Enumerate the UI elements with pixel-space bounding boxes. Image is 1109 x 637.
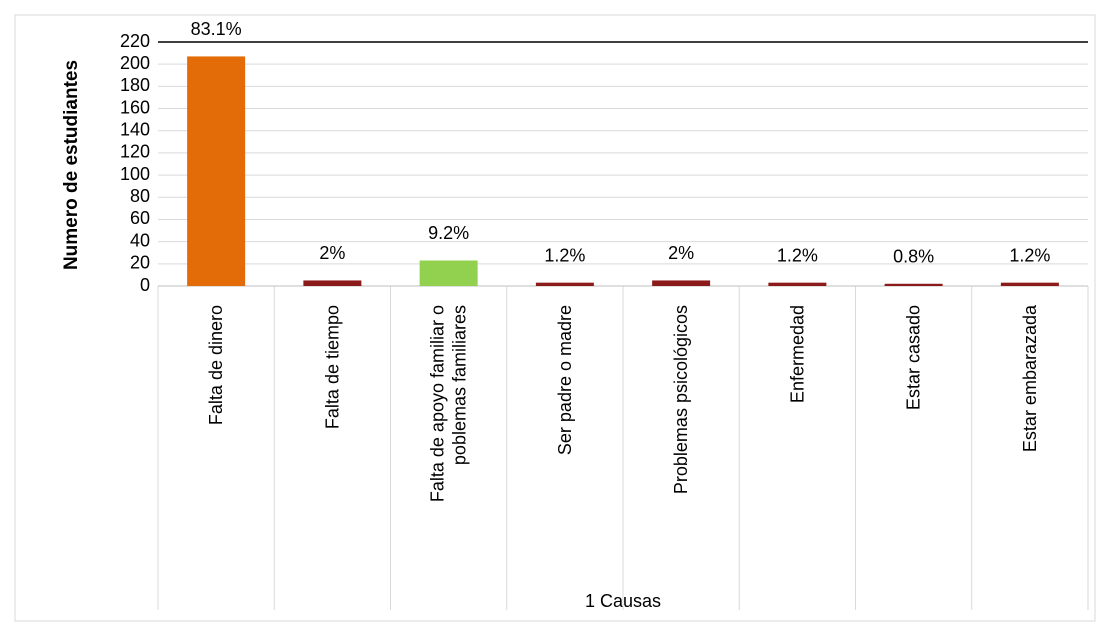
y-tick-label: 220 xyxy=(120,31,150,51)
x-tick-label: Estar casado xyxy=(904,305,924,410)
x-tick-label-line: Ser padre o madre xyxy=(555,305,575,455)
bar xyxy=(419,260,478,286)
x-tick-label-line: poblemas familiares xyxy=(450,305,470,465)
y-tick-label: 100 xyxy=(120,164,150,184)
data-label: 1.2% xyxy=(777,245,818,265)
y-tick-label: 40 xyxy=(130,230,150,250)
bar xyxy=(884,283,943,286)
y-tick-label: 80 xyxy=(130,186,150,206)
y-tick-label: 180 xyxy=(120,75,150,95)
x-tick-label-line: Falta de tiempo xyxy=(322,305,342,429)
x-tick-label-line: Enfermedad xyxy=(787,305,807,403)
x-tick-label-line: Estar casado xyxy=(904,305,924,410)
y-tick-label: 0 xyxy=(140,275,150,295)
x-tick-label: Estar embarazada xyxy=(1020,304,1040,452)
data-label: 83.1% xyxy=(191,19,242,39)
bar xyxy=(652,280,711,286)
data-label: 2% xyxy=(319,243,345,263)
bar xyxy=(768,282,827,286)
data-label: 1.2% xyxy=(1009,245,1050,265)
y-axis-title: Numero de estudiantes xyxy=(61,60,82,270)
x-tick-label: Falta de tiempo xyxy=(322,305,342,429)
y-tick-label: 160 xyxy=(120,97,150,117)
x-tick-label: Falta de apoyo familiar o poblemas famili… xyxy=(428,305,470,502)
x-tick-label-line: Falta de dinero xyxy=(206,305,226,425)
y-tick-label: 20 xyxy=(130,253,150,273)
x-tick-label: Falta de dinero xyxy=(206,305,226,425)
y-tick-label: 140 xyxy=(120,119,150,139)
data-label: 9.2% xyxy=(428,223,469,243)
x-tick-label-line: Problemas psicológicos xyxy=(671,305,691,494)
x-tick-label: Ser padre o madre xyxy=(555,305,575,455)
bar xyxy=(535,282,594,286)
y-tick-label: 60 xyxy=(130,208,150,228)
x-tick-label: Problemas psicológicos xyxy=(671,305,691,494)
data-label: 0.8% xyxy=(893,247,934,267)
y-tick-label: 120 xyxy=(120,142,150,162)
bar xyxy=(1000,282,1059,286)
x-tick-label-line: Estar embarazada xyxy=(1020,304,1040,452)
bar xyxy=(187,56,246,286)
data-label: 1.2% xyxy=(544,245,585,265)
data-label: 2% xyxy=(668,243,694,263)
y-tick-label: 200 xyxy=(120,53,150,73)
x-tick-label-line: Falta de apoyo familiar o xyxy=(428,305,448,502)
x-tick-label: Enfermedad xyxy=(787,305,807,403)
bar xyxy=(303,280,362,286)
